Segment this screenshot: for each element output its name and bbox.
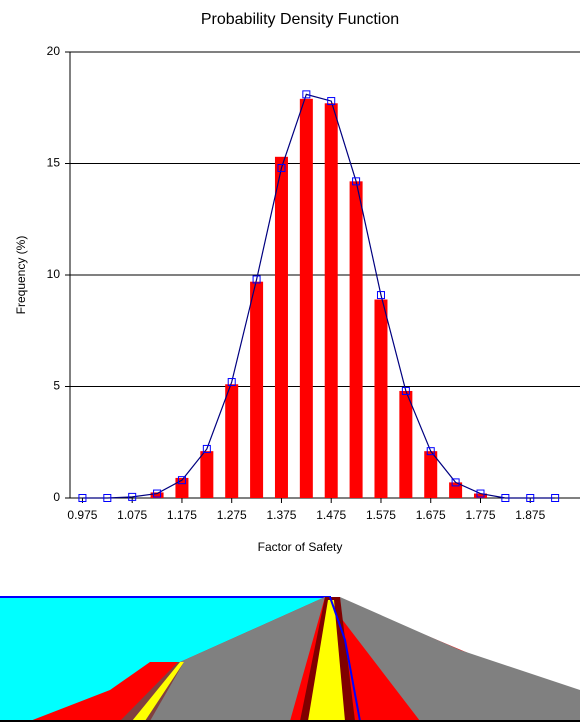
line-marker — [352, 177, 361, 186]
x-tick-label: 1.575 — [366, 508, 396, 522]
x-tick-label: 1.775 — [465, 508, 495, 522]
line-marker — [526, 494, 535, 502]
x-tick-label: 1.275 — [217, 508, 247, 522]
line-marker — [177, 476, 186, 485]
line-marker — [78, 494, 87, 502]
line-marker — [501, 494, 510, 502]
line-marker — [376, 291, 385, 300]
line-marker — [153, 489, 162, 498]
bar — [399, 390, 413, 498]
line-marker — [277, 163, 286, 172]
line-marker — [426, 447, 435, 456]
line-marker — [103, 494, 112, 502]
bar — [250, 281, 264, 498]
bar — [424, 451, 438, 498]
upstream-filter — [132, 662, 184, 721]
line-marker — [202, 444, 211, 453]
bar — [200, 451, 214, 498]
core — [308, 600, 345, 721]
bar — [299, 98, 313, 498]
bar — [274, 156, 288, 498]
line-marker — [302, 90, 311, 99]
x-tick-label: 1.475 — [316, 508, 346, 522]
bar — [374, 299, 388, 498]
line-marker — [327, 97, 336, 106]
x-tick-label: 1.175 — [167, 508, 197, 522]
y-tick-label: 5 — [53, 379, 60, 393]
y-tick-label: 0 — [53, 490, 60, 504]
line-marker — [476, 489, 485, 498]
dam-section — [0, 596, 580, 722]
bar — [175, 477, 189, 498]
x-tick-label: 1.875 — [515, 508, 545, 522]
bar — [225, 384, 239, 498]
y-tick-label: 20 — [47, 44, 61, 58]
x-tick-label: 1.675 — [416, 508, 446, 522]
downstream-shell — [325, 597, 580, 721]
chart-title: Probability Density Function — [201, 11, 399, 28]
y-tick-label: 10 — [47, 267, 61, 281]
bar — [349, 181, 363, 498]
line-marker — [128, 492, 137, 501]
x-axis-label: Factor of Safety — [258, 540, 343, 554]
line-marker — [252, 275, 261, 284]
bar — [473, 493, 487, 498]
density-line — [82, 93, 556, 499]
bar — [150, 492, 164, 498]
y-tick-label: 15 — [47, 156, 61, 170]
y-axis-label: Frequency (%) — [14, 236, 28, 315]
x-tick-label: 0.975 — [67, 508, 97, 522]
bar — [324, 103, 338, 498]
x-tick-label: 1.375 — [266, 508, 296, 522]
filter-zone — [140, 597, 325, 721]
line-marker — [451, 478, 460, 487]
line-marker — [401, 386, 410, 395]
x-tick-label: 1.075 — [117, 508, 147, 522]
line-marker — [227, 378, 236, 387]
line-marker — [551, 494, 560, 502]
